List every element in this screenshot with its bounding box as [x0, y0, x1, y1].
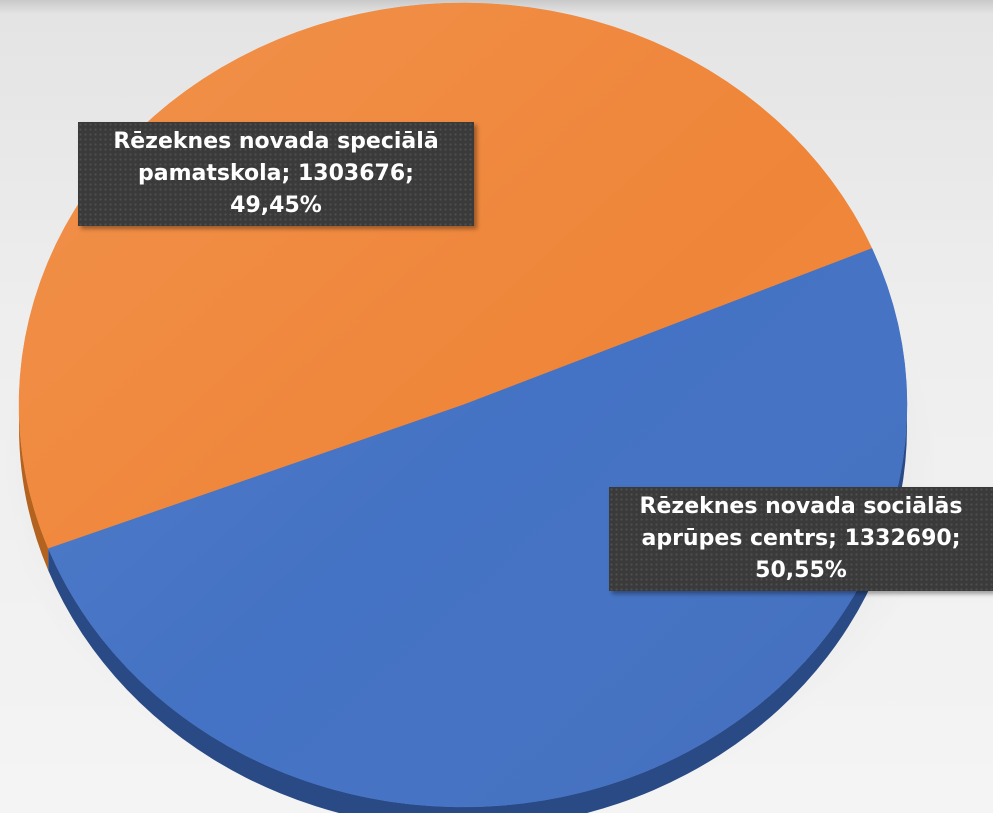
- data-label-category: Rēzeknes novada sociālās aprūpes centrs: [639, 494, 963, 551]
- data-label-percent: 50,55%: [755, 558, 847, 583]
- data-label-speciala-pamatskola: Rēzeknes novada speciālā pamatskola; 130…: [78, 122, 474, 226]
- data-label-value: 1303676: [298, 161, 406, 186]
- data-label-socialas-aprupes-centrs: Rēzeknes novada sociālās aprūpes centrs;…: [609, 487, 993, 591]
- data-label-category: Rēzeknes novada speciālā pamatskola: [113, 129, 439, 186]
- data-label-value: 1332690: [844, 526, 952, 551]
- data-label-percent: 49,45%: [230, 193, 322, 218]
